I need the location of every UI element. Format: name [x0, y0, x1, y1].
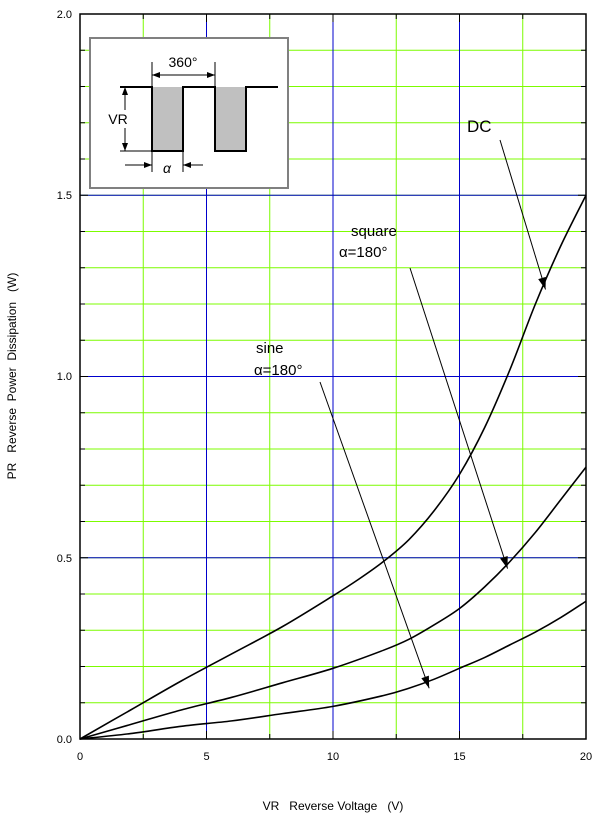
- x-tick-label: 10: [327, 751, 339, 763]
- y-tick-label: 2.0: [57, 9, 72, 21]
- arrowhead: [152, 72, 160, 78]
- inset-vr-label: VR: [108, 111, 127, 127]
- sine-curve: [79, 600, 587, 740]
- arrowhead: [144, 162, 152, 168]
- waveform-inset: 360° VR α: [89, 37, 289, 189]
- square-label: square: [351, 223, 397, 240]
- tick-marks: [79, 13, 587, 740]
- x-axis-title: VR Reverse Voltage (V): [263, 799, 404, 813]
- arrowhead: [207, 72, 215, 78]
- arrowhead: [183, 162, 191, 168]
- y-axis-title: PR Reverse Power Dissipation (W): [5, 273, 19, 480]
- y-tick-label: 0.0: [57, 734, 72, 746]
- arrowhead: [122, 87, 128, 95]
- y-tick-labels: 2.0 1.5 1.0 0.5 0.0: [57, 9, 72, 746]
- sine-alpha-label: α=180°: [254, 362, 302, 379]
- square-curve: [79, 466, 587, 740]
- pulse-1-fill: [152, 87, 183, 151]
- annotation-arrows: [319, 139, 546, 689]
- sine-arrow-head: [421, 675, 430, 689]
- x-tick-label: 20: [580, 751, 592, 763]
- dc-curve: [79, 194, 587, 740]
- x-tick-label: 15: [453, 751, 465, 763]
- y-tick-label: 1.0: [57, 371, 72, 383]
- inset-360-label: 360°: [169, 54, 198, 70]
- x-tick-labels: 0 5 10 15 20: [77, 751, 592, 763]
- arrowhead: [122, 143, 128, 151]
- inset-alpha-label: α: [163, 160, 172, 176]
- pulse-2-fill: [215, 87, 246, 151]
- sine-arrow: [319, 381, 430, 689]
- y-tick-label: 1.5: [57, 190, 72, 202]
- square-arrow-head: [500, 555, 508, 569]
- square-alpha-label: α=180°: [339, 244, 387, 261]
- y-tick-label: 0.5: [57, 553, 72, 565]
- waveform-line: [120, 86, 278, 152]
- dc-arrow-head: [538, 276, 546, 290]
- dc-label: DC: [467, 117, 492, 136]
- dc-arrow: [499, 139, 546, 290]
- square-arrow: [409, 267, 509, 569]
- series-lines: [79, 194, 587, 740]
- vr-label-bg: [104, 110, 132, 128]
- x-tick-label: 0: [77, 751, 83, 763]
- sine-label: sine: [256, 340, 284, 357]
- x-tick-label: 5: [203, 751, 209, 763]
